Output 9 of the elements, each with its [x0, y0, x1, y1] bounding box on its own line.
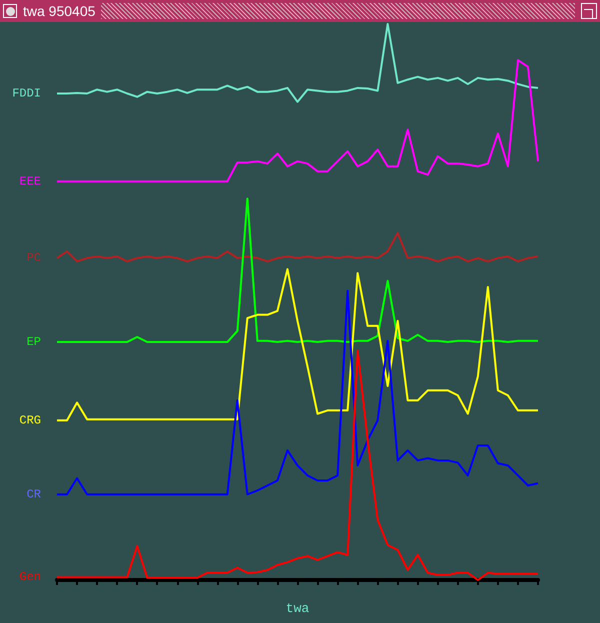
series-label: FDDI	[12, 86, 41, 100]
series-label: EEE	[19, 174, 41, 188]
series-label: CR	[26, 487, 41, 502]
series-label: EP	[26, 335, 41, 350]
chart-title: twa 950405	[23, 3, 96, 19]
x-axis-title: twa	[286, 601, 310, 616]
series-label: PC	[26, 251, 41, 266]
series-label: Gen	[19, 570, 41, 584]
series-label: CRG	[19, 413, 41, 428]
